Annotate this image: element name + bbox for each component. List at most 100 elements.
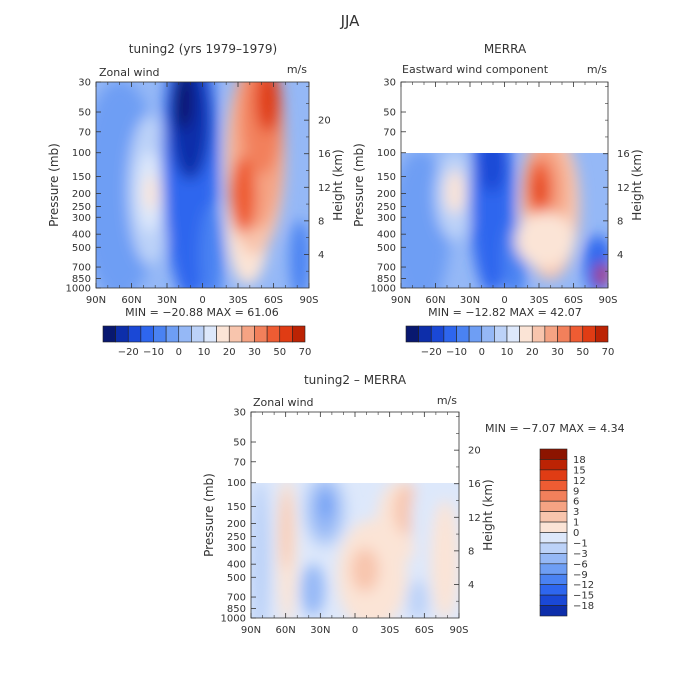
colorbar-swatch [430,325,445,343]
colorbar-swatch [539,584,568,596]
y-tick-label: 100 [72,148,91,159]
x-tick-label: 90S [449,625,468,636]
height-tick-label: 16 [468,479,481,490]
y-tick-label: 200 [377,189,396,200]
panel-title: tuning2 (yrs 1979–1979) [129,42,277,56]
y-tick-label: 850 [72,274,91,285]
colorbar-label: 30 [248,347,261,358]
y-tick-label: 500 [377,243,396,254]
panel-title: MERRA [484,42,527,56]
y-tick-label: 400 [227,560,246,571]
colorbar-label: 50 [576,347,589,358]
y-axis-label: Pressure (mb) [47,143,61,227]
panel-units: m/s [287,63,307,76]
colorbar-label: 0 [176,347,182,358]
colorbar-swatch [539,459,568,471]
colorbar-swatch [519,325,533,343]
colorbar-label: −12 [573,580,594,591]
panel-units: m/s [587,63,607,76]
height-tick-label: 20 [318,116,331,127]
height-tick-label: 4 [617,250,623,261]
x-tick-label: 30S [228,295,247,306]
y-tick-label: 250 [227,532,246,543]
y-tick-label: 70 [233,457,246,468]
panel-left-label: Zonal wind [99,66,160,79]
colorbar-swatch [115,325,129,343]
x-tick-label: 30N [310,625,330,636]
height-tick-label: 12 [468,513,481,524]
colorbar-swatch [140,325,154,343]
colorbar-swatch [539,469,568,481]
contour-field [96,82,309,288]
y-tick-label: 1000 [371,284,396,295]
colorbar-swatch [544,325,558,343]
colorbar-swatch [539,532,568,544]
y-tick-label: 50 [78,108,91,119]
x-tick-label: 60N [121,295,141,306]
colorbar-swatch [153,325,167,343]
y-tick-label: 30 [78,78,91,89]
panel-stats: MIN = −20.88 MAX = 61.06 [125,306,279,319]
colorbar-swatch [539,542,568,554]
y-tick-label: 500 [72,243,91,254]
x-tick-label: 90N [391,295,411,306]
colorbar-swatch [506,325,520,343]
y-axis-label: Pressure (mb) [202,473,216,557]
panel-units: m/s [437,394,457,407]
panel-stats: MIN = −12.82 MAX = 42.07 [428,306,582,319]
axes: 90N 60N 30N 0 30S 60S 90S100085070050040030025… [352,78,644,307]
colorbar-swatch [266,325,281,343]
colorbar-label: 15 [573,465,586,476]
y-tick-label: 300 [72,213,91,224]
height-tick-label: 12 [617,183,630,194]
colorbar-swatch [481,325,495,343]
y-tick-label: 200 [72,189,91,200]
axes: 90N 60N 30N 0 30S 60S 90S100085070050040030025… [202,408,495,637]
y-tick-label: 50 [383,108,396,119]
colorbar-swatch [539,594,568,606]
x-tick-label: 30S [529,295,548,306]
colorbar-swatch [539,563,568,575]
colorbar-swatch [539,511,568,523]
colorbar-label: −6 [573,559,588,570]
colorbar-swatch [539,500,568,512]
axes: 90N 60N 30N 0 30S 60S 90S100085070050040030025… [47,78,345,307]
x-tick-label: 60N [276,625,296,636]
y-tick-label: 70 [78,127,91,138]
x-tick-label: 60S [264,295,283,306]
y-tick-label: 150 [72,172,91,183]
y-tick-label: 200 [227,519,246,530]
colorbar-swatch [165,325,180,343]
colorbar-swatch [539,480,568,492]
panel-stats: MIN = −7.07 MAX = 4.34 [485,422,625,435]
x-tick-label: 30N [157,295,177,306]
colorbar-swatch [191,325,205,343]
colorbar-label: −10 [446,347,467,358]
y-tick-label: 400 [72,230,91,241]
colorbar: −20 −10 0 10 20 30 50 70 [405,325,614,358]
y-tick-label: 70 [383,127,396,138]
colorbar-label: 3 [573,507,579,518]
contour-field [401,153,608,288]
x-tick-label: 30N [460,295,480,306]
x-tick-label: 90N [86,295,106,306]
colorbar-label: 1 [573,518,579,529]
colorbar-label: −20 [421,347,442,358]
colorbar-label: 9 [573,486,579,497]
y-tick-label: 700 [227,593,246,604]
colorbar-label: 10 [501,347,514,358]
colorbar-swatch [494,325,508,343]
colorbar-swatch [456,325,470,343]
colorbar-label: −9 [573,570,588,581]
colorbar-swatch [292,325,306,343]
colorbar-label: 0 [573,528,579,539]
colorbar-swatch [539,573,568,585]
height-tick-label: 8 [468,546,474,557]
colorbar-label: 10 [198,347,211,358]
y-tick-label: 100 [377,148,396,159]
colorbar-label: 6 [573,497,579,508]
panel-merra: MERRA Eastward wind component m/s [352,42,644,358]
x-tick-label: 60N [425,295,445,306]
